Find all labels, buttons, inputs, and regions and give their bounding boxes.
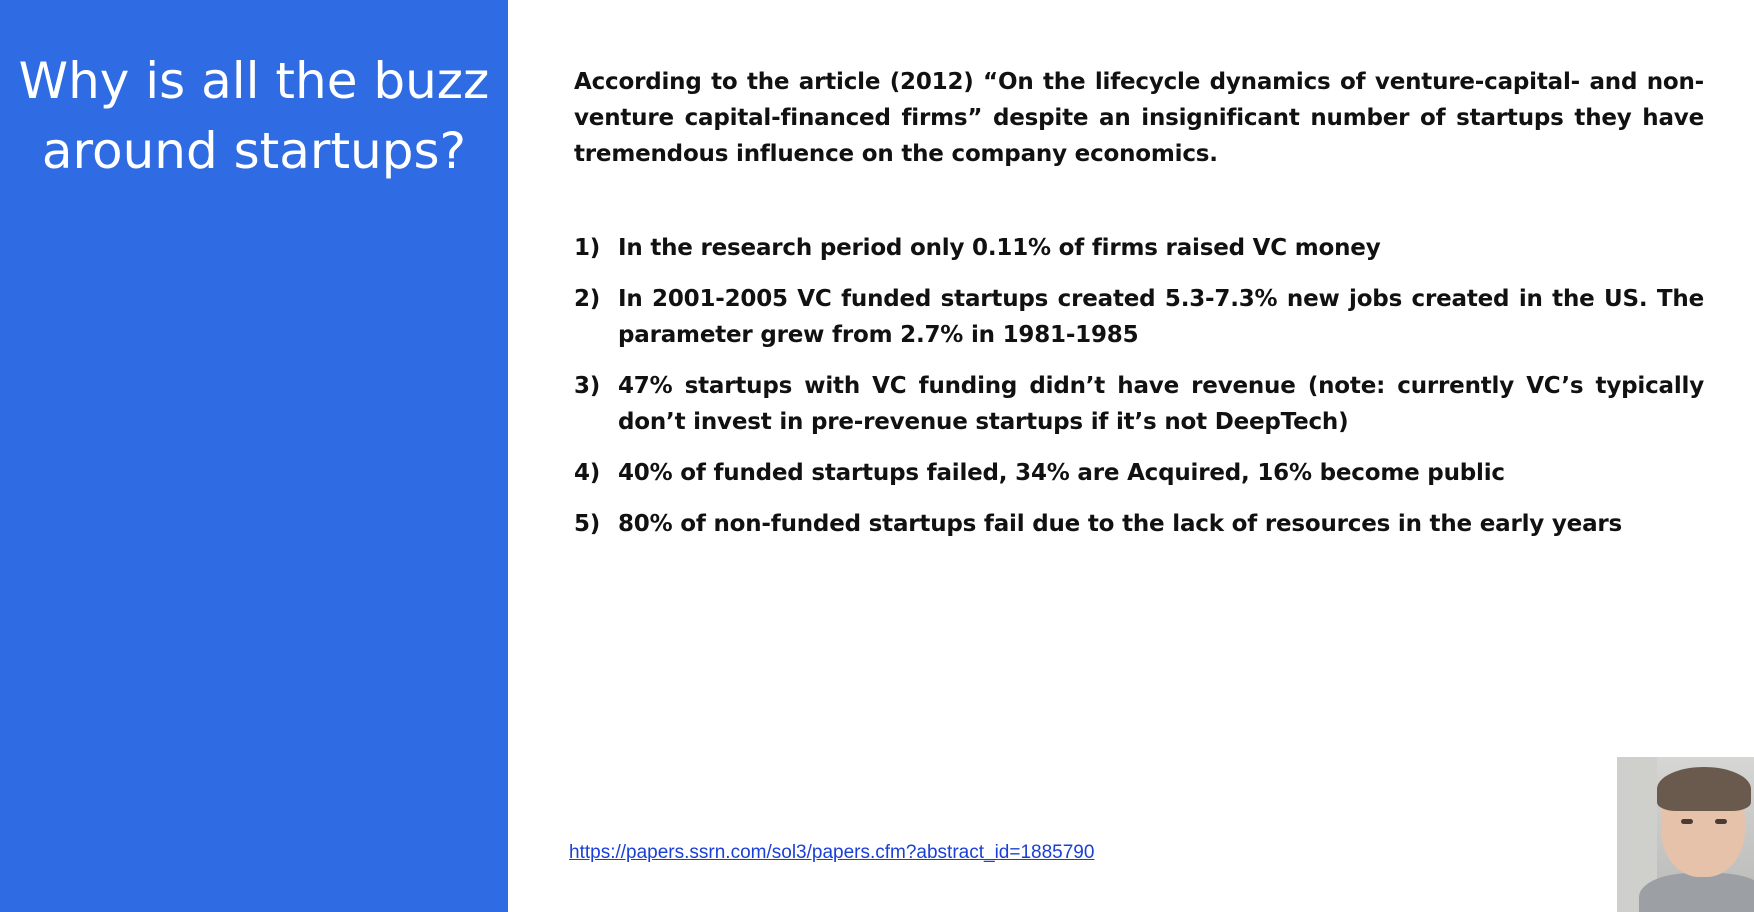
list-item: 2) In 2001-2005 VC funded startups creat…: [574, 281, 1704, 353]
list-item-number: 5): [574, 511, 601, 537]
webcam-person-body: [1639, 873, 1754, 912]
list-item-text: 47% startups with VC funding didn’t have…: [618, 373, 1704, 435]
slide-content: According to the article (2012) “On the …: [574, 64, 1704, 557]
intro-paragraph: According to the article (2012) “On the …: [574, 69, 1704, 167]
source-link[interactable]: https://papers.ssrn.com/sol3/papers.cfm?…: [569, 842, 1095, 863]
list-item: 1) In the research period only 0.11% of …: [574, 230, 1704, 266]
list-item: 4) 40% of funded startups failed, 34% ar…: [574, 455, 1704, 491]
title-panel: Why is all the buzz around startups?: [0, 0, 508, 912]
list-item: 5) 80% of non-funded startups fail due t…: [574, 506, 1704, 542]
webcam-person-hair: [1657, 767, 1751, 811]
list-item-number: 2): [574, 286, 601, 312]
webcam-thumbnail: [1617, 757, 1754, 912]
list-item-number: 4): [574, 460, 601, 486]
webcam-person-eye: [1681, 819, 1693, 824]
list-item-text: In 2001-2005 VC funded startups created …: [618, 286, 1704, 348]
list-item-text: 80% of non-funded startups fail due to t…: [618, 511, 1623, 537]
points-list: 1) In the research period only 0.11% of …: [574, 230, 1704, 542]
slide-title: Why is all the buzz around startups?: [18, 52, 490, 180]
list-item-text: In the research period only 0.11% of fir…: [618, 235, 1381, 261]
webcam-person-eye: [1715, 819, 1727, 824]
list-item-number: 3): [574, 373, 601, 399]
list-item-text: 40% of funded startups failed, 34% are A…: [618, 460, 1505, 486]
list-item: 3) 47% startups with VC funding didn’t h…: [574, 368, 1704, 440]
list-item-number: 1): [574, 235, 601, 261]
